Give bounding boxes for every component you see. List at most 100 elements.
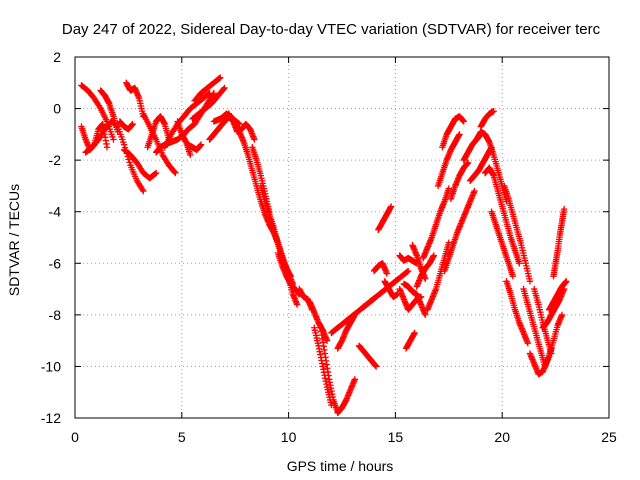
- data-point: [323, 337, 331, 344]
- data-point: [558, 311, 566, 319]
- series-s7: [120, 146, 160, 182]
- series-s30: [334, 376, 359, 417]
- series-s63: [545, 278, 570, 313]
- data-point: [220, 85, 227, 93]
- data-point: [460, 118, 467, 125]
- data-point: [422, 311, 429, 319]
- series-s64: [550, 205, 568, 280]
- data-point: [394, 291, 401, 298]
- series-s46: [434, 131, 463, 190]
- series-s51: [466, 144, 495, 184]
- series-s2: [78, 82, 117, 143]
- data-point: [445, 239, 452, 246]
- data-points: [78, 74, 570, 417]
- data-point: [563, 278, 570, 285]
- data-point: [351, 376, 359, 383]
- data-point: [139, 186, 146, 193]
- data-point: [411, 329, 418, 337]
- series-s45: [424, 239, 452, 313]
- series-s55: [488, 208, 517, 280]
- x-tick-label: 20: [494, 429, 510, 445]
- series-s44: [419, 185, 452, 262]
- data-point: [516, 260, 523, 267]
- data-point: [328, 401, 335, 409]
- data-point: [187, 151, 194, 159]
- data-point: [210, 89, 218, 97]
- data-point: [172, 169, 179, 177]
- data-point: [405, 267, 412, 275]
- x-axis-label: GPS time / hours: [287, 458, 394, 474]
- series-s54: [481, 164, 523, 267]
- series-s62: [541, 311, 566, 370]
- data-point: [251, 136, 258, 143]
- x-tick-label: 15: [388, 429, 404, 445]
- data-point: [152, 170, 159, 177]
- series-s37: [381, 278, 401, 301]
- x-tick-labels: 0 5 10 15 20 25: [71, 429, 617, 445]
- series-s5: [116, 118, 136, 133]
- series-s40: [400, 280, 429, 319]
- y-tick-label: -10: [41, 358, 61, 374]
- data-point: [404, 268, 411, 275]
- y-tick-label: -8: [49, 307, 62, 323]
- chart-title: Day 247 of 2022, Sidereal Day-to-day VTE…: [62, 21, 601, 38]
- series-s48: [441, 187, 478, 275]
- series-s34: [360, 267, 412, 311]
- series-s11: [161, 89, 213, 151]
- data-point: [387, 203, 395, 210]
- data-point: [209, 91, 217, 98]
- y-tick-label: 2: [53, 49, 61, 65]
- series-s56: [501, 182, 534, 285]
- series-s32: [334, 311, 359, 352]
- series-s15: [189, 84, 228, 123]
- data-point: [217, 74, 224, 81]
- series-s23: [268, 221, 297, 288]
- y-tick-labels: -12 -10 -8 -6 -4 -2 0 2: [41, 49, 61, 426]
- series-s57: [503, 278, 532, 347]
- series-s29: [311, 324, 335, 409]
- series-s49: [447, 159, 472, 203]
- data-point: [221, 84, 228, 92]
- data-point: [205, 90, 212, 98]
- data-point: [114, 128, 121, 135]
- series-s53: [477, 107, 497, 130]
- series-s61: [539, 285, 568, 331]
- data-point: [445, 185, 452, 192]
- data-point: [524, 340, 532, 347]
- data-point: [422, 275, 429, 282]
- plot-frame: [74, 56, 610, 419]
- data-point: [293, 301, 301, 308]
- series-s35: [370, 260, 391, 277]
- grid-lines: [75, 57, 609, 418]
- y-tick-label: -4: [49, 204, 62, 220]
- x-tick-label: 5: [178, 429, 186, 445]
- data-point: [471, 187, 478, 195]
- data-point: [103, 144, 111, 151]
- data-point: [197, 141, 205, 148]
- data-point: [490, 107, 497, 115]
- series-s4: [97, 87, 121, 135]
- data-point: [456, 131, 463, 138]
- data-point: [560, 205, 568, 213]
- x-tick-label: 25: [601, 429, 617, 445]
- data-point: [110, 136, 117, 143]
- y-tick-label: -2: [49, 152, 62, 168]
- axis-ticks: [74, 56, 610, 419]
- data-point: [526, 278, 534, 285]
- y-axis-label: SDTVAR / TECUs: [6, 184, 22, 296]
- data-point: [171, 168, 178, 176]
- y-tick-label: -6: [49, 255, 62, 271]
- data-point: [140, 187, 147, 195]
- series-s9: [140, 110, 179, 177]
- series-s14: [185, 141, 205, 154]
- data-point: [152, 169, 160, 177]
- data-point: [216, 75, 223, 82]
- data-point: [430, 252, 438, 259]
- y-tick-label: 0: [53, 101, 61, 117]
- data-point: [383, 270, 391, 277]
- series-s27: [306, 298, 331, 344]
- series-s36: [375, 203, 395, 233]
- y-tick-label: -12: [41, 410, 61, 426]
- data-point: [464, 159, 472, 166]
